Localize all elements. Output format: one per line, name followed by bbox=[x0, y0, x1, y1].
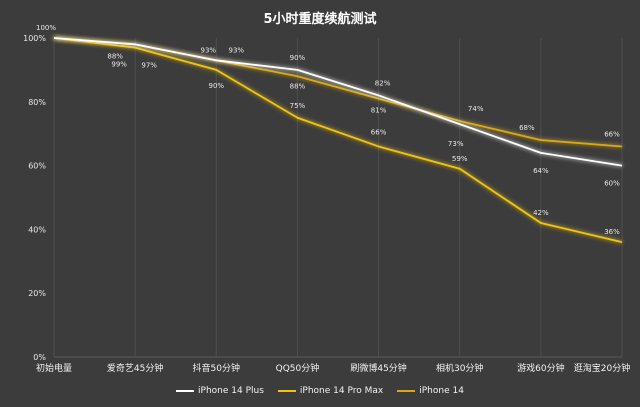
y-tick-label: 60% bbox=[28, 162, 46, 171]
x-tick-label: 爱奇艺45分钟 bbox=[107, 362, 163, 374]
data-label: 66% bbox=[604, 130, 620, 138]
data-label: 88% bbox=[107, 52, 123, 60]
data-label: 90% bbox=[209, 82, 225, 90]
data-label: 64% bbox=[533, 167, 549, 175]
x-tick-label: 刷微博45分钟 bbox=[350, 362, 406, 374]
y-tick-label: 20% bbox=[28, 289, 46, 298]
data-label: 68% bbox=[519, 124, 535, 132]
data-label: 93% bbox=[229, 46, 245, 54]
series-line-iphone-14-pro-max bbox=[53, 37, 623, 244]
data-label: 81% bbox=[371, 107, 387, 115]
x-tick-label: 初始电量 bbox=[36, 362, 72, 374]
legend-swatch bbox=[277, 390, 296, 392]
y-tick-label: 40% bbox=[28, 225, 46, 234]
data-label: 60% bbox=[604, 180, 620, 188]
x-tick-label: QQ50分钟 bbox=[276, 362, 320, 374]
data-label: 74% bbox=[468, 105, 484, 113]
legend-swatch bbox=[397, 390, 416, 392]
data-label: 82% bbox=[375, 79, 391, 87]
legend-item: iPhone 14 Pro Max bbox=[277, 386, 384, 396]
data-label: 75% bbox=[290, 102, 306, 110]
legend-item: iPhone 14 Plus bbox=[176, 386, 264, 396]
legend-label: iPhone 14 bbox=[419, 386, 464, 396]
legend: iPhone 14 Plus iPhone 14 Pro Max iPhone 14 bbox=[0, 386, 640, 396]
legend-item: iPhone 14 bbox=[397, 386, 464, 396]
data-label: 73% bbox=[448, 140, 464, 148]
x-tick-label: 游戏60分钟 bbox=[517, 362, 564, 374]
series-line-iphone-14-plus bbox=[53, 37, 623, 167]
chart-title: 5小时重度续航测试 bbox=[263, 12, 377, 27]
data-label: 59% bbox=[452, 155, 468, 163]
data-label: 36% bbox=[604, 228, 620, 236]
legend-label: iPhone 14 Plus bbox=[198, 386, 264, 396]
data-label: 88% bbox=[290, 82, 306, 90]
data-label: 93% bbox=[201, 46, 217, 54]
y-tick-label: 100% bbox=[23, 34, 46, 43]
x-tick-label: 逛淘宝20分钟 bbox=[574, 362, 630, 374]
data-label: 42% bbox=[533, 209, 549, 217]
legend-label: iPhone 14 Pro Max bbox=[299, 386, 384, 396]
x-tick-label: 抖音50分钟 bbox=[193, 362, 240, 374]
series-line-iphone-14 bbox=[53, 37, 623, 148]
data-label: 66% bbox=[371, 128, 387, 136]
y-tick-label: 80% bbox=[28, 98, 46, 107]
x-tick-label: 相机30分钟 bbox=[436, 362, 483, 374]
data-label: 90% bbox=[290, 54, 306, 62]
y-tick-label: 0% bbox=[33, 353, 46, 362]
legend-swatch bbox=[176, 390, 195, 392]
data-label: 99% bbox=[111, 60, 127, 68]
data-label: 100% bbox=[36, 24, 56, 32]
data-label: 97% bbox=[141, 62, 157, 70]
